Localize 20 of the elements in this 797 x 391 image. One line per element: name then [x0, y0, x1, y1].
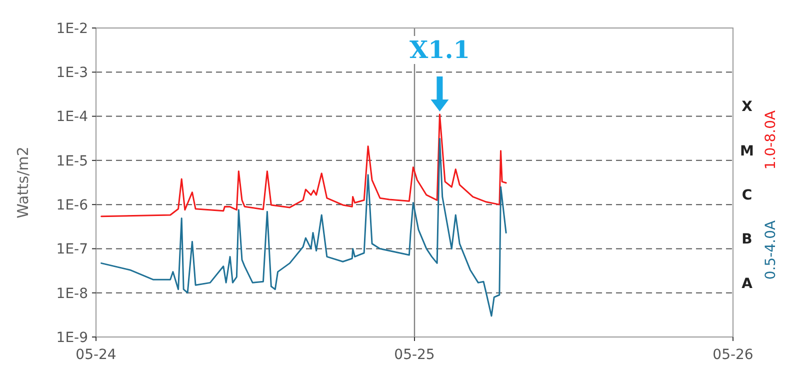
text: 0.5-4.0A: [762, 220, 779, 280]
ref-line-label: B: [742, 232, 752, 248]
x-tick-label: 05-25: [394, 347, 435, 363]
y-tick-label: 1E-5: [56, 153, 88, 170]
y-tick-label: 1E-7: [56, 242, 88, 258]
y-tick-label: 1E-8: [56, 286, 88, 302]
x-tick-label: 05-24: [76, 347, 116, 363]
y-axis-title: Watts/m2: [14, 146, 32, 218]
y-tick-label: 1E-9: [56, 330, 88, 346]
ref-line-label: M: [740, 143, 754, 160]
y-tick-label: 1E-4: [56, 109, 88, 126]
ref-line-label: A: [742, 276, 753, 292]
y-tick-label: 1E-6: [56, 197, 88, 214]
text: 1.0-8.0A: [762, 110, 779, 170]
y-tick-label: 1E-2: [56, 20, 88, 37]
y-tick-label: 1E-3: [56, 65, 88, 82]
annotation: X1.1: [410, 35, 470, 64]
ref-line-label: X: [742, 99, 753, 116]
x-tick-label: 05-26: [712, 347, 754, 363]
ref-line-label: C: [742, 187, 752, 204]
